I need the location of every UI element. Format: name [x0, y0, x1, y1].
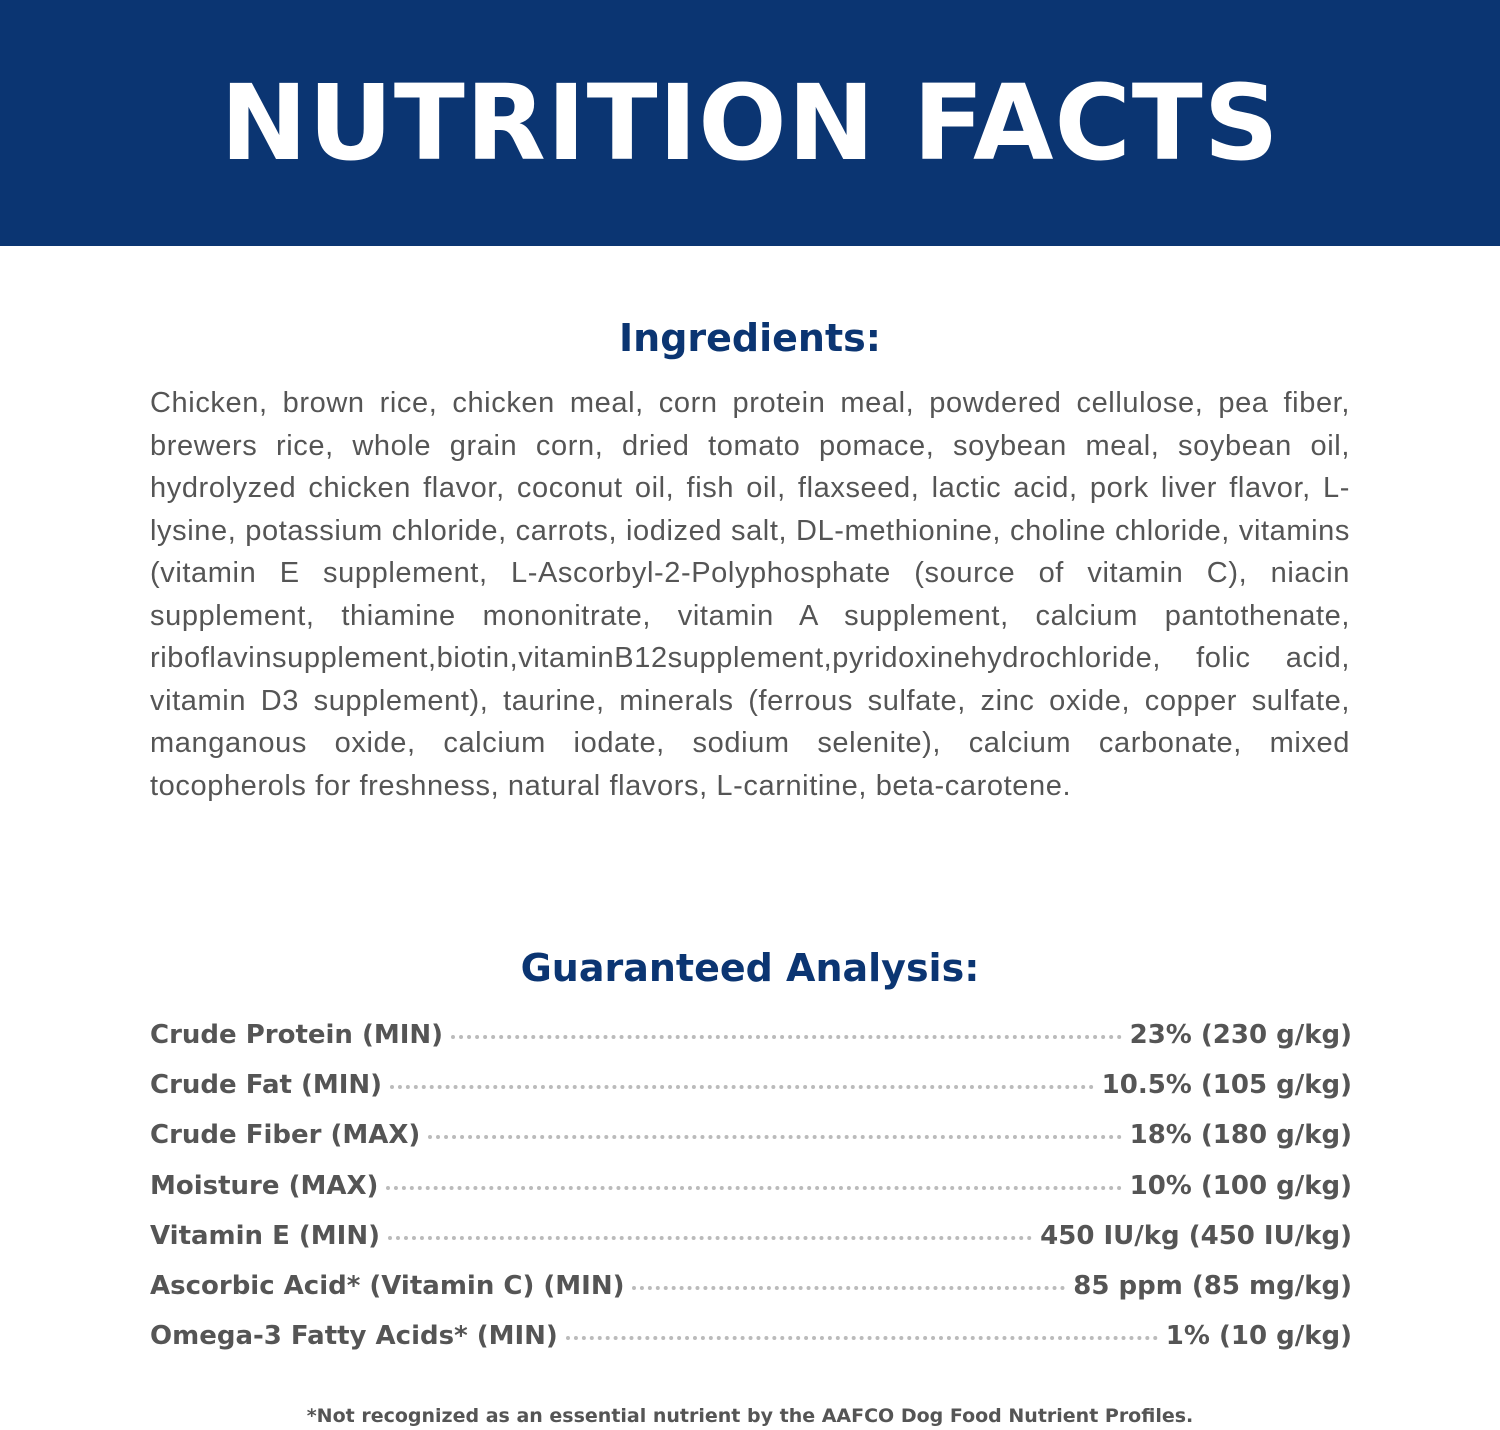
- row-value: 18% (180 g/kg): [1129, 1120, 1352, 1151]
- analysis-row: Crude Fiber (MAX) 18% (180 g/kg): [150, 1120, 1352, 1170]
- row-value: 450 IU/kg (450 IU/kg): [1040, 1220, 1352, 1251]
- dot-leader: [428, 1135, 1122, 1140]
- dot-leader: [388, 1235, 1033, 1240]
- row-label: Vitamin E (MIN): [150, 1220, 381, 1251]
- analysis-row: Moisture (MAX) 10% (100 g/kg): [150, 1171, 1352, 1221]
- page-title: NUTRITION FACTS: [220, 62, 1280, 184]
- row-value: 85 ppm (85 mg/kg): [1073, 1270, 1352, 1301]
- dot-leader: [565, 1336, 1158, 1341]
- row-label: Ascorbic Acid* (Vitamin C) (MIN): [150, 1270, 625, 1301]
- dot-leader: [632, 1285, 1066, 1290]
- analysis-row: Vitamin E (MIN) 450 IU/kg (450 IU/kg): [150, 1221, 1352, 1271]
- analysis-heading: Guaranteed Analysis:: [520, 946, 980, 990]
- ingredients-text: Chicken, brown rice, chicken meal, corn …: [150, 387, 1350, 802]
- footnote: *Not recognized as an essential nutrient…: [306, 1405, 1194, 1427]
- row-value: 10.5% (105 g/kg): [1101, 1070, 1352, 1101]
- row-label: Crude Fiber (MAX): [150, 1120, 421, 1151]
- dot-leader: [386, 1185, 1122, 1190]
- row-value: 1% (10 g/kg): [1165, 1321, 1352, 1352]
- row-label: Crude Protein (MIN): [150, 1020, 444, 1050]
- guaranteed-analysis-table: Crude Protein (MIN) 23% (230 g/kg) Crude …: [150, 1020, 1352, 1371]
- ingredients-heading: Ingredients:: [619, 316, 881, 360]
- row-value: 10% (100 g/kg): [1129, 1170, 1352, 1201]
- header-banner: NUTRITION FACTS: [0, 0, 1500, 246]
- dot-leader: [451, 1035, 1122, 1039]
- row-label: Moisture (MAX): [150, 1170, 379, 1201]
- analysis-row: Ascorbic Acid* (Vitamin C) (MIN) 85 ppm (…: [150, 1271, 1352, 1321]
- row-value: 23% (230 g/kg): [1129, 1020, 1352, 1050]
- analysis-row: Omega-3 Fatty Acids* (MIN) 1% (10 g/kg): [150, 1321, 1352, 1371]
- row-label: Omega-3 Fatty Acids* (MIN): [150, 1321, 558, 1352]
- analysis-row: Crude Protein (MIN) 23% (230 g/kg): [150, 1020, 1352, 1070]
- analysis-row: Crude Fat (MIN) 10.5% (105 g/kg): [150, 1070, 1352, 1120]
- dot-leader: [390, 1085, 1094, 1090]
- row-label: Crude Fat (MIN): [150, 1070, 383, 1101]
